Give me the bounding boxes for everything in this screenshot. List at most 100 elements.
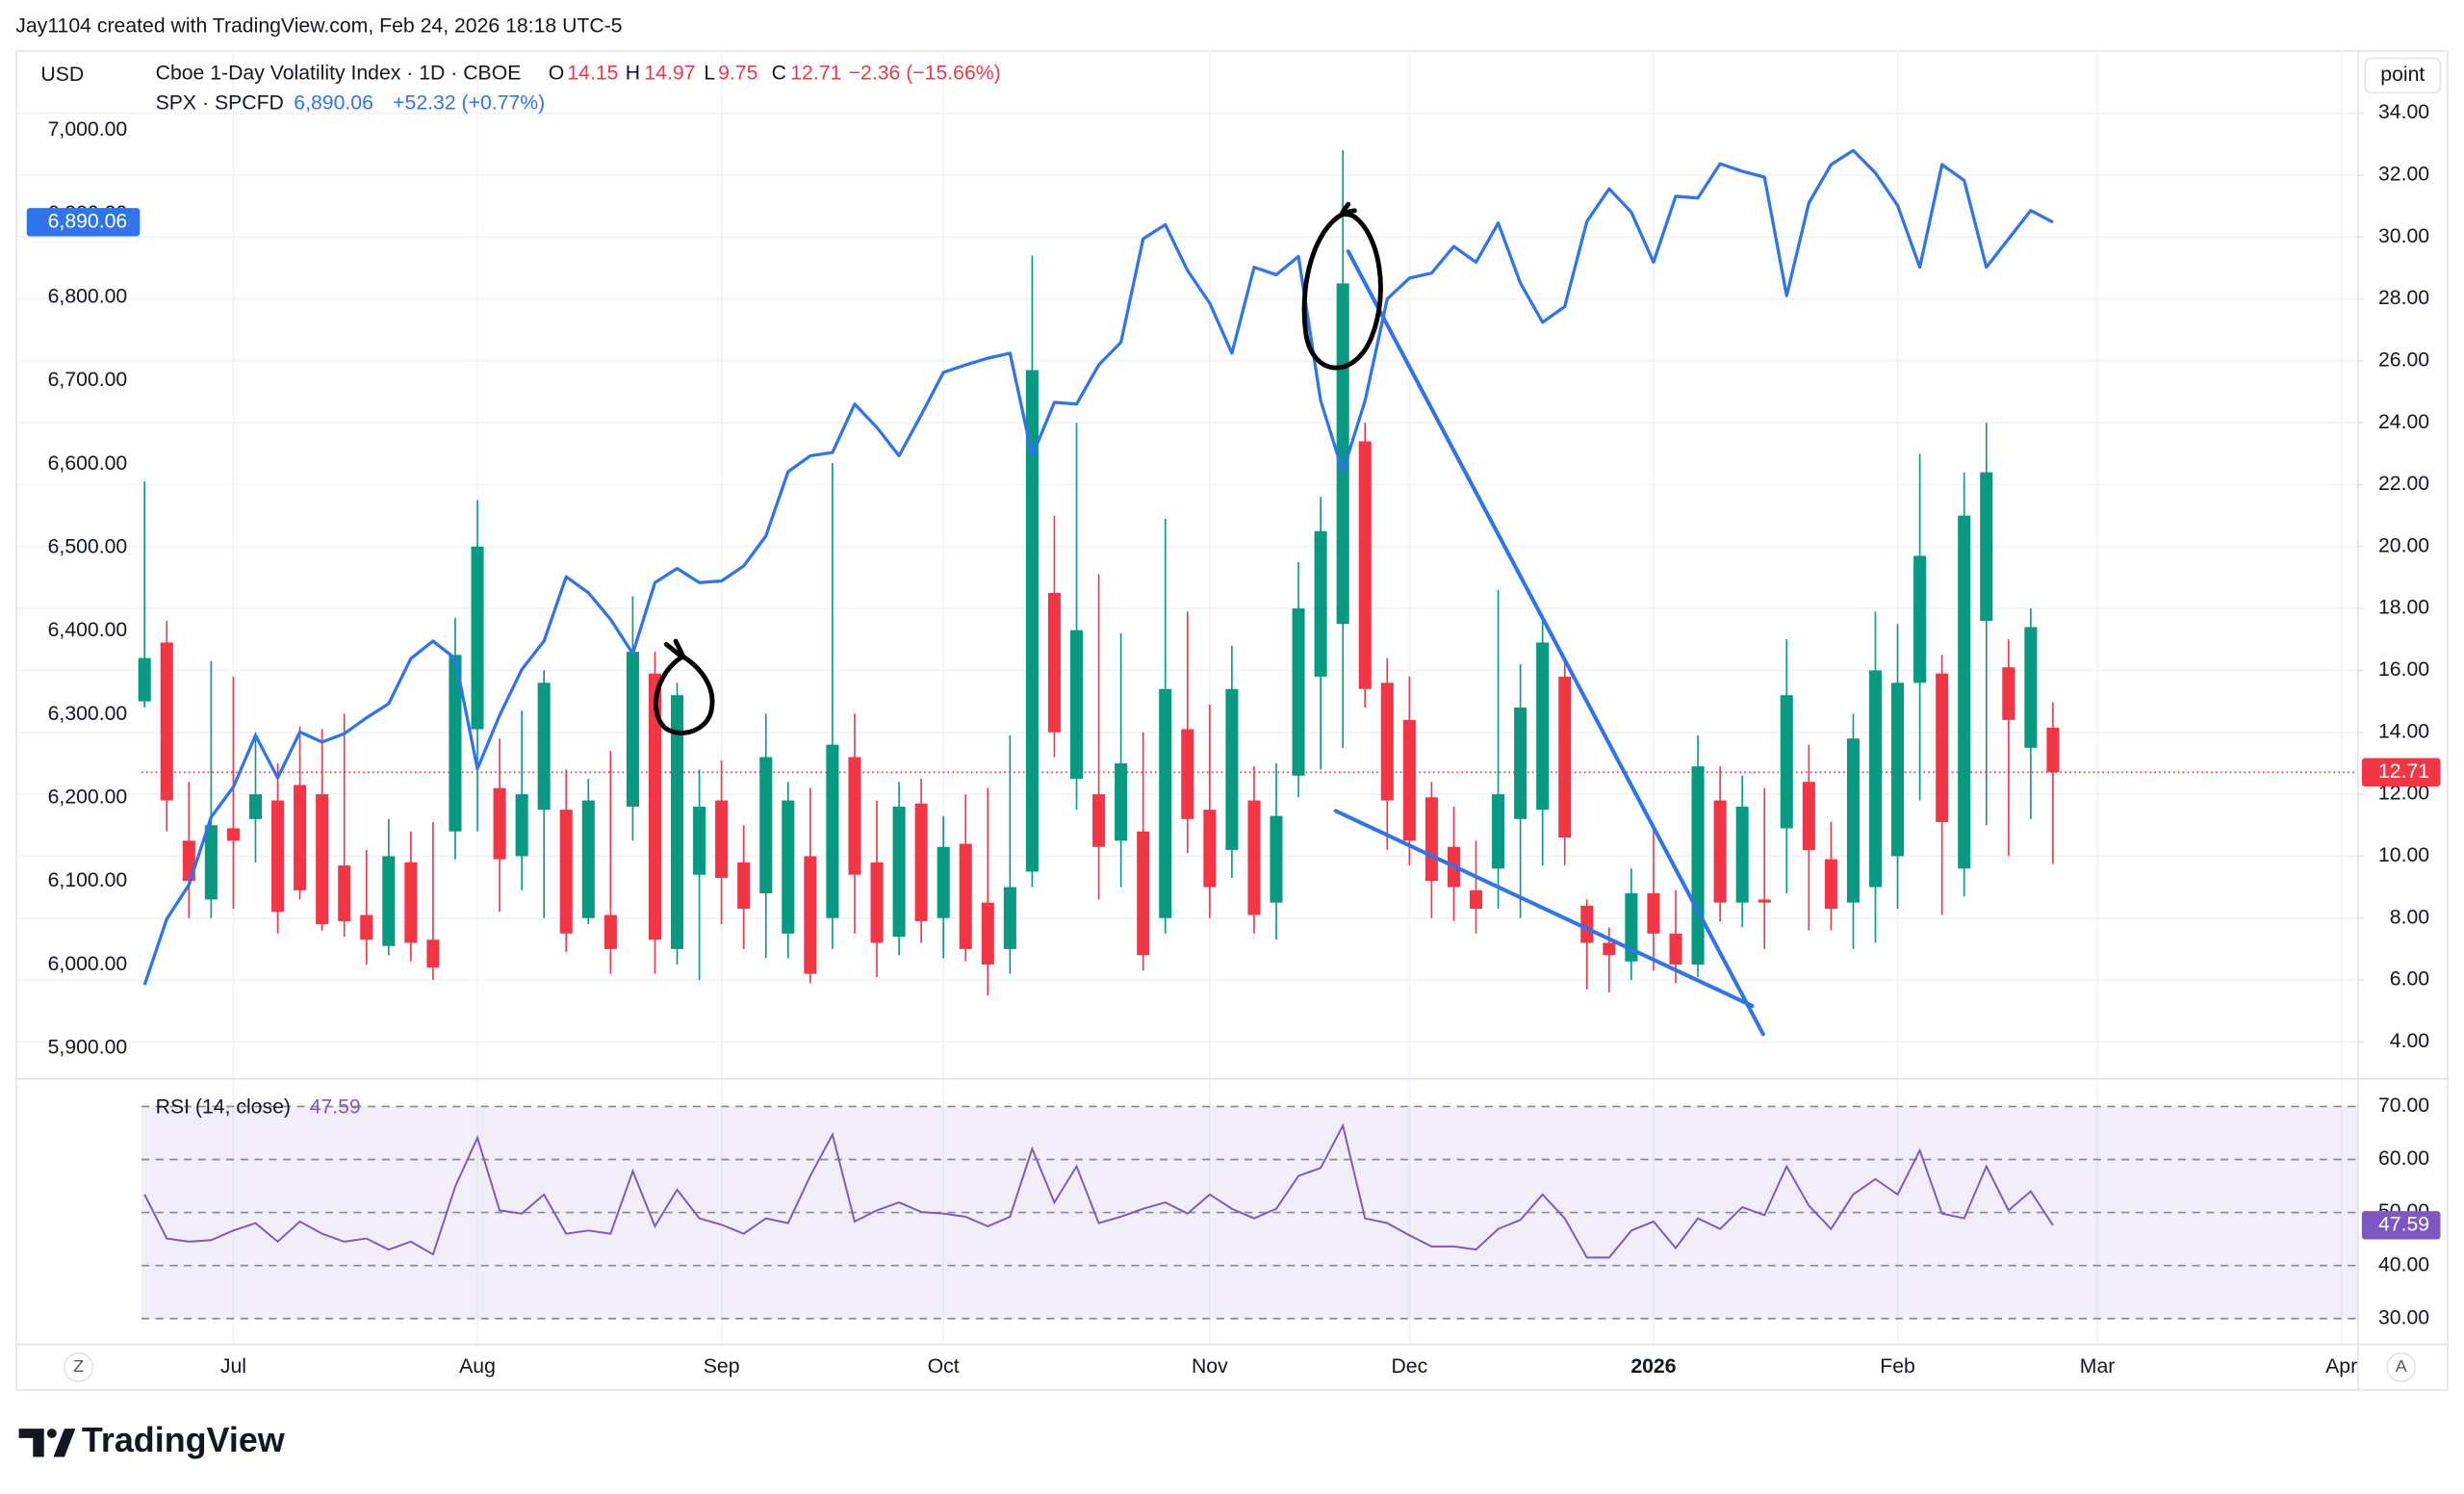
y-tick-label: 5,900.00: [48, 1037, 128, 1059]
logo-dot: [46, 1429, 57, 1438]
x-tick-label: 2026: [1630, 1355, 1676, 1378]
indicator-name: RSI (14, close): [156, 1096, 291, 1119]
candle-body: [1247, 800, 1261, 915]
y2-tick-label: 34.00: [2378, 101, 2429, 123]
candle-body: [1802, 782, 1815, 850]
candle-body: [1691, 766, 1705, 965]
candle-body: [1891, 683, 1905, 857]
candle-body: [1424, 797, 1438, 882]
candle-body: [1735, 806, 1749, 903]
candle-body: [471, 546, 484, 730]
candle-body: [1514, 708, 1527, 819]
candle-body: [626, 652, 639, 807]
candle-body: [493, 787, 506, 860]
candle-body: [603, 914, 617, 949]
x-tick-label: Feb: [1880, 1355, 1915, 1378]
x-tick-label: Mar: [2080, 1355, 2116, 1378]
candle-body: [892, 806, 906, 938]
candle-body: [870, 862, 884, 943]
ohlc-label: C: [772, 62, 786, 84]
rsi-tick-label: 70.00: [2378, 1095, 2429, 1117]
y2-tick-label: 32.00: [2378, 163, 2429, 185]
x-tick-label: Sep: [704, 1355, 740, 1378]
price-badge: [26, 208, 141, 237]
candle-body: [1558, 676, 1572, 838]
rsi-line: [143, 1122, 2054, 1259]
candle-body: [1846, 738, 1860, 903]
logo: TradingView: [18, 1420, 285, 1459]
scale-mode[interactable]: point: [2380, 64, 2425, 86]
candle-body: [294, 785, 307, 890]
y2-tick-label: 18.00: [2378, 597, 2429, 619]
candle-body: [1358, 441, 1372, 689]
candle-body: [1025, 370, 1039, 872]
rsi-tick-label: 30.00: [2378, 1306, 2429, 1328]
candle-body: [1380, 683, 1394, 801]
x-tick-label: Oct: [928, 1355, 960, 1378]
button[interactable]: [2386, 1352, 2417, 1382]
candle-body: [226, 828, 240, 841]
candle-body: [1647, 892, 1660, 934]
y-tick-label: 6,400.00: [48, 619, 128, 641]
y2-tick-label: 12.00: [2378, 783, 2429, 805]
scale-mode-button[interactable]: [2364, 57, 2442, 94]
candle-body: [648, 673, 662, 940]
ohlc-label: L: [704, 62, 715, 84]
price-badge-label: 6,890.06: [48, 210, 128, 232]
y2-tick-label: 26.00: [2378, 348, 2429, 371]
candle-body: [1758, 899, 1771, 903]
ohlc-value: 14.15: [567, 62, 618, 84]
candle-body: [1069, 630, 1084, 780]
trendline: [1346, 249, 1765, 1037]
y2-tick-label: 10.00: [2378, 844, 2429, 866]
candle-body: [737, 862, 751, 910]
candle-body: [848, 757, 861, 875]
candle-body: [1469, 889, 1483, 910]
candle-body: [670, 695, 684, 949]
price-badge-label: 12.71: [2378, 760, 2429, 783]
candle-body: [1047, 593, 1061, 733]
ohlc-label: H: [626, 62, 640, 84]
legend: Cboe 1-Day Volatility Index · 1D · CBOE …: [156, 62, 1001, 1118]
button-label[interactable]: A: [2396, 1356, 2407, 1376]
button[interactable]: [64, 1352, 94, 1382]
x-tick-label: Apr: [2325, 1355, 2357, 1378]
hand-drawn-circle: [654, 638, 715, 735]
candle-body: [449, 655, 462, 832]
candle-body: [1980, 472, 1993, 621]
y2-tick-label: 4.00: [2390, 1030, 2429, 1052]
candle-body: [715, 800, 729, 878]
candle-body: [804, 856, 817, 974]
candle-body: [759, 757, 773, 893]
candle-body: [2002, 667, 2015, 720]
candle-body: [959, 843, 972, 949]
candle-body: [1536, 642, 1550, 811]
x-tick-label: Nov: [1192, 1355, 1228, 1378]
candle-body: [338, 865, 351, 921]
candle-body: [160, 642, 173, 801]
candle-body: [1270, 815, 1283, 903]
ohlc-value: 12.71: [790, 62, 841, 84]
candle-body: [1137, 831, 1150, 956]
rsi-tick-label: 60.00: [2378, 1147, 2429, 1170]
candle-body: [1625, 892, 1638, 962]
rsi-pane: [141, 1105, 2357, 1320]
candle-body: [1292, 608, 1305, 776]
candle-body: [826, 744, 839, 918]
button-label[interactable]: Z: [73, 1356, 84, 1376]
candle-body: [559, 810, 573, 934]
series-name: Cboe 1-Day Volatility Index · 1D · CBOE: [156, 62, 522, 84]
candle-body: [1868, 670, 1883, 888]
ohlc-value: 9.75: [718, 62, 757, 84]
ohlc-label: O: [549, 62, 565, 84]
trendline: [1333, 809, 1755, 1008]
candle-body: [2046, 727, 2060, 773]
logo-mark: [18, 1429, 76, 1457]
candle-body: [1203, 810, 1217, 888]
plot: [138, 148, 2060, 996]
candle-body: [1225, 688, 1239, 850]
candle-body: [914, 803, 928, 921]
y2-tick-label: 6.00: [2390, 968, 2429, 991]
y2-tick-label: 16.00: [2378, 658, 2429, 681]
